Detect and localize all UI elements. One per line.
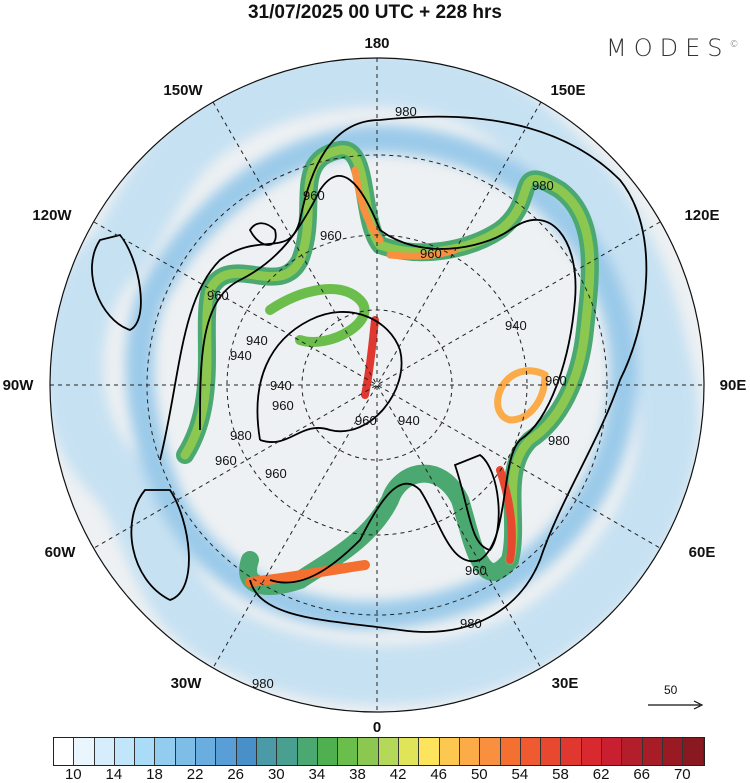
colorbar-swatch: [480, 738, 501, 765]
lon-label: 180: [364, 35, 389, 52]
colorbar-tick-label: 14: [105, 766, 123, 783]
contour-label: 980: [395, 104, 417, 119]
colorbar-swatch: [277, 738, 298, 765]
colorbar-swatch: [236, 738, 257, 765]
lon-label: 120E: [684, 207, 719, 224]
colorbar-tick-label: 66: [633, 766, 651, 783]
lon-label: 0: [373, 719, 381, 736]
colorbar-tick-label: 50: [470, 766, 488, 783]
contour-label: 980: [548, 433, 570, 448]
colorbar-swatch: [561, 738, 582, 765]
map-title: 31/07/2025 00 UTC + 228 hrs: [247, 2, 503, 23]
colorbar-swatch: [581, 738, 603, 765]
colorbar-swatch: [74, 738, 95, 765]
contour-label: 940: [230, 348, 252, 363]
colorbar-swatch: [662, 738, 684, 765]
contour-label: 960: [420, 246, 442, 261]
colorbar: [53, 737, 705, 766]
colorbar-swatch: [135, 738, 156, 765]
lon-label: 90E: [720, 377, 747, 394]
colorbar-swatch: [399, 738, 420, 765]
contour-label: 940: [505, 318, 527, 333]
colorbar-tick-label: 42: [389, 766, 407, 783]
wind-speed-shading: [50, 58, 699, 706]
colorbar-swatch: [297, 738, 318, 765]
colorbar-swatch: [216, 738, 237, 765]
colorbar-tick-label: 58: [552, 766, 569, 783]
contour-label: 960: [265, 466, 287, 481]
contour-label: 960: [355, 413, 377, 428]
contour-label: 960: [545, 373, 567, 388]
longitude-labels: 180 150E 120E 90E 60E 30E 0 30W 60W 90W …: [3, 35, 747, 736]
jet-stream: [176, 140, 599, 595]
contour-labels: 980 980 960 960 960 940 960 940 940 960 …: [207, 104, 570, 691]
map-disc: [50, 58, 704, 712]
lon-label: 30E: [552, 675, 579, 692]
geopotential-contours: [91, 115, 648, 633]
vector-scale-label: 50: [664, 683, 678, 697]
contour-label: 940: [246, 333, 268, 348]
colorbar-swatch: [622, 738, 643, 765]
colorbar-swatch: [175, 738, 197, 765]
lon-label: 60E: [689, 544, 716, 561]
colorbar-tick-label: 62: [592, 766, 610, 783]
contour-label: 960: [303, 188, 325, 203]
colorbar-swatch: [94, 738, 115, 765]
colorbar-swatch: [500, 738, 521, 765]
colorbar-tick-label: 38: [349, 766, 366, 783]
logo-text: MODES: [606, 34, 730, 62]
colorbar-swatch: [155, 738, 176, 765]
contour-label: 960: [320, 228, 342, 243]
lon-label: 150E: [550, 82, 585, 99]
colorbar-tick-label: 26: [227, 766, 245, 783]
colorbar-tick-label: 46: [430, 766, 448, 783]
colorbar-swatch: [378, 738, 400, 765]
colorbar-swatch: [114, 738, 136, 765]
colorbar-tick-label: 70: [673, 766, 691, 783]
colorbar-tick-label: 34: [308, 766, 326, 783]
colorbar-swatch: [358, 738, 379, 765]
colorbar-swatch: [541, 738, 562, 765]
contour-label: 980: [230, 428, 252, 443]
colorbar-tick-label: 18: [146, 766, 163, 783]
contour-label: 960: [215, 453, 237, 468]
colorbar-swatch: [520, 738, 542, 765]
colorbar-swatch: [439, 738, 460, 765]
colorbar-swatch: [683, 738, 704, 765]
colorbar-swatch: [459, 738, 481, 765]
colorbar-swatch: [338, 738, 359, 765]
lon-label: 60W: [45, 544, 77, 561]
colorbar-tick-label: 10: [64, 766, 82, 783]
lon-label: 120W: [32, 207, 72, 224]
logo-mark: ©: [729, 40, 739, 50]
colorbar-swatch: [317, 738, 339, 765]
vector-scale: [648, 700, 704, 710]
colorbar-tick-label: 54: [511, 766, 529, 783]
contour-label: 960: [272, 398, 294, 413]
colorbar-tick-label: 22: [186, 766, 204, 783]
colorbar-tick-label: 30: [267, 766, 285, 783]
lon-label: 30W: [171, 675, 203, 692]
map-boundary: [49, 57, 705, 713]
contour-label: 960: [465, 563, 487, 578]
colorbar-swatch: [256, 738, 278, 765]
colorbar-swatch: [54, 738, 75, 765]
colorbar-swatch: [642, 738, 663, 765]
contour-label: 940: [270, 378, 292, 393]
lon-label: 150W: [163, 82, 203, 99]
colorbar-swatch: [196, 738, 217, 765]
modes-logo: MODES©: [606, 34, 738, 62]
contour-label: 960: [207, 288, 229, 303]
contour-label: 980: [532, 178, 554, 193]
lon-label: 90W: [3, 377, 35, 394]
contour-label: 980: [252, 676, 274, 691]
contour-label: 940: [398, 413, 420, 428]
contour-label: 980: [460, 616, 482, 631]
colorbar-swatch: [602, 738, 623, 765]
colorbar-swatch: [419, 738, 440, 765]
graticule: [50, 58, 704, 712]
